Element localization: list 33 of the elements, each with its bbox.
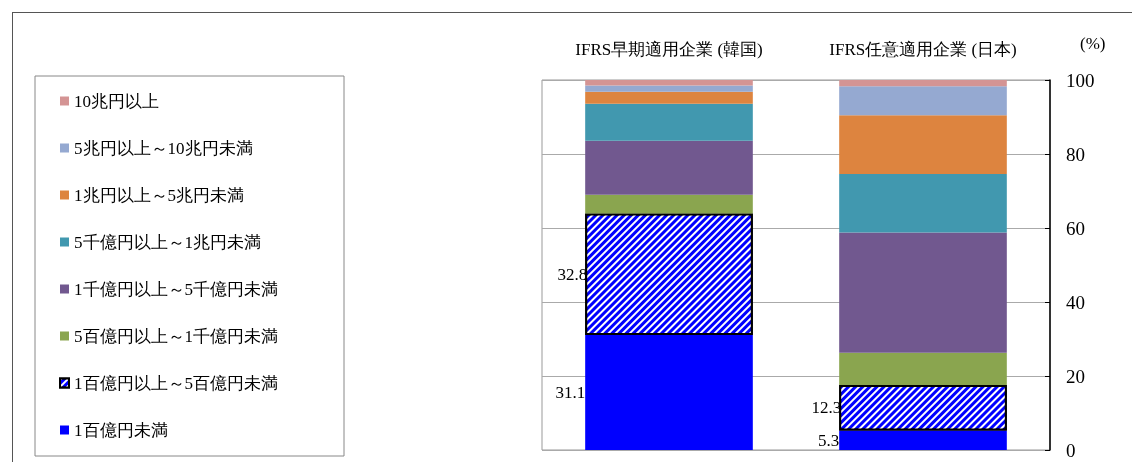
y-axis-title: (%) (1080, 34, 1106, 53)
bar (839, 86, 1007, 116)
y-tick-label: 0 (1066, 439, 1076, 461)
legend-label: 1百億円以上～5百億円未満 (74, 373, 278, 393)
legend-label: 10兆円以上 (74, 91, 159, 111)
bar (585, 334, 753, 450)
data-label: 5.3 (817, 430, 840, 450)
legend-label: 1兆円以上～5兆円未満 (74, 185, 244, 205)
y-tick-label: 80 (1066, 143, 1085, 165)
bar (585, 91, 753, 104)
y-tick-label: 40 (1066, 291, 1085, 313)
y-tick-label: 100 (1066, 69, 1095, 91)
legend-label: 1百億円未満 (74, 420, 168, 440)
data-label: 31.1 (555, 382, 586, 402)
legend-label: 5千億円以上～1兆円未満 (74, 232, 261, 252)
bar (839, 232, 1007, 353)
bar (839, 173, 1007, 233)
bar (839, 80, 1007, 87)
legend-label: 5兆円以上～10兆円未満 (74, 138, 253, 158)
y-tick-label: 20 (1066, 365, 1085, 387)
y-tick-label: 60 (1066, 217, 1085, 239)
legend-label: 1千億円以上～5千億円未満 (74, 279, 278, 299)
bar (585, 85, 753, 92)
bar (585, 194, 753, 214)
bar (839, 430, 1007, 450)
bar (839, 115, 1007, 174)
bar (585, 80, 753, 86)
x-tick-label: IFRS早期適用企業 (韓国) (575, 40, 763, 59)
bar (585, 103, 753, 141)
bar (585, 140, 753, 195)
bar (839, 352, 1007, 385)
x-tick-label: IFRS任意適用企業 (日本) (829, 40, 1017, 59)
legend-label: 5百億円以上～1千億円未満 (74, 326, 278, 346)
